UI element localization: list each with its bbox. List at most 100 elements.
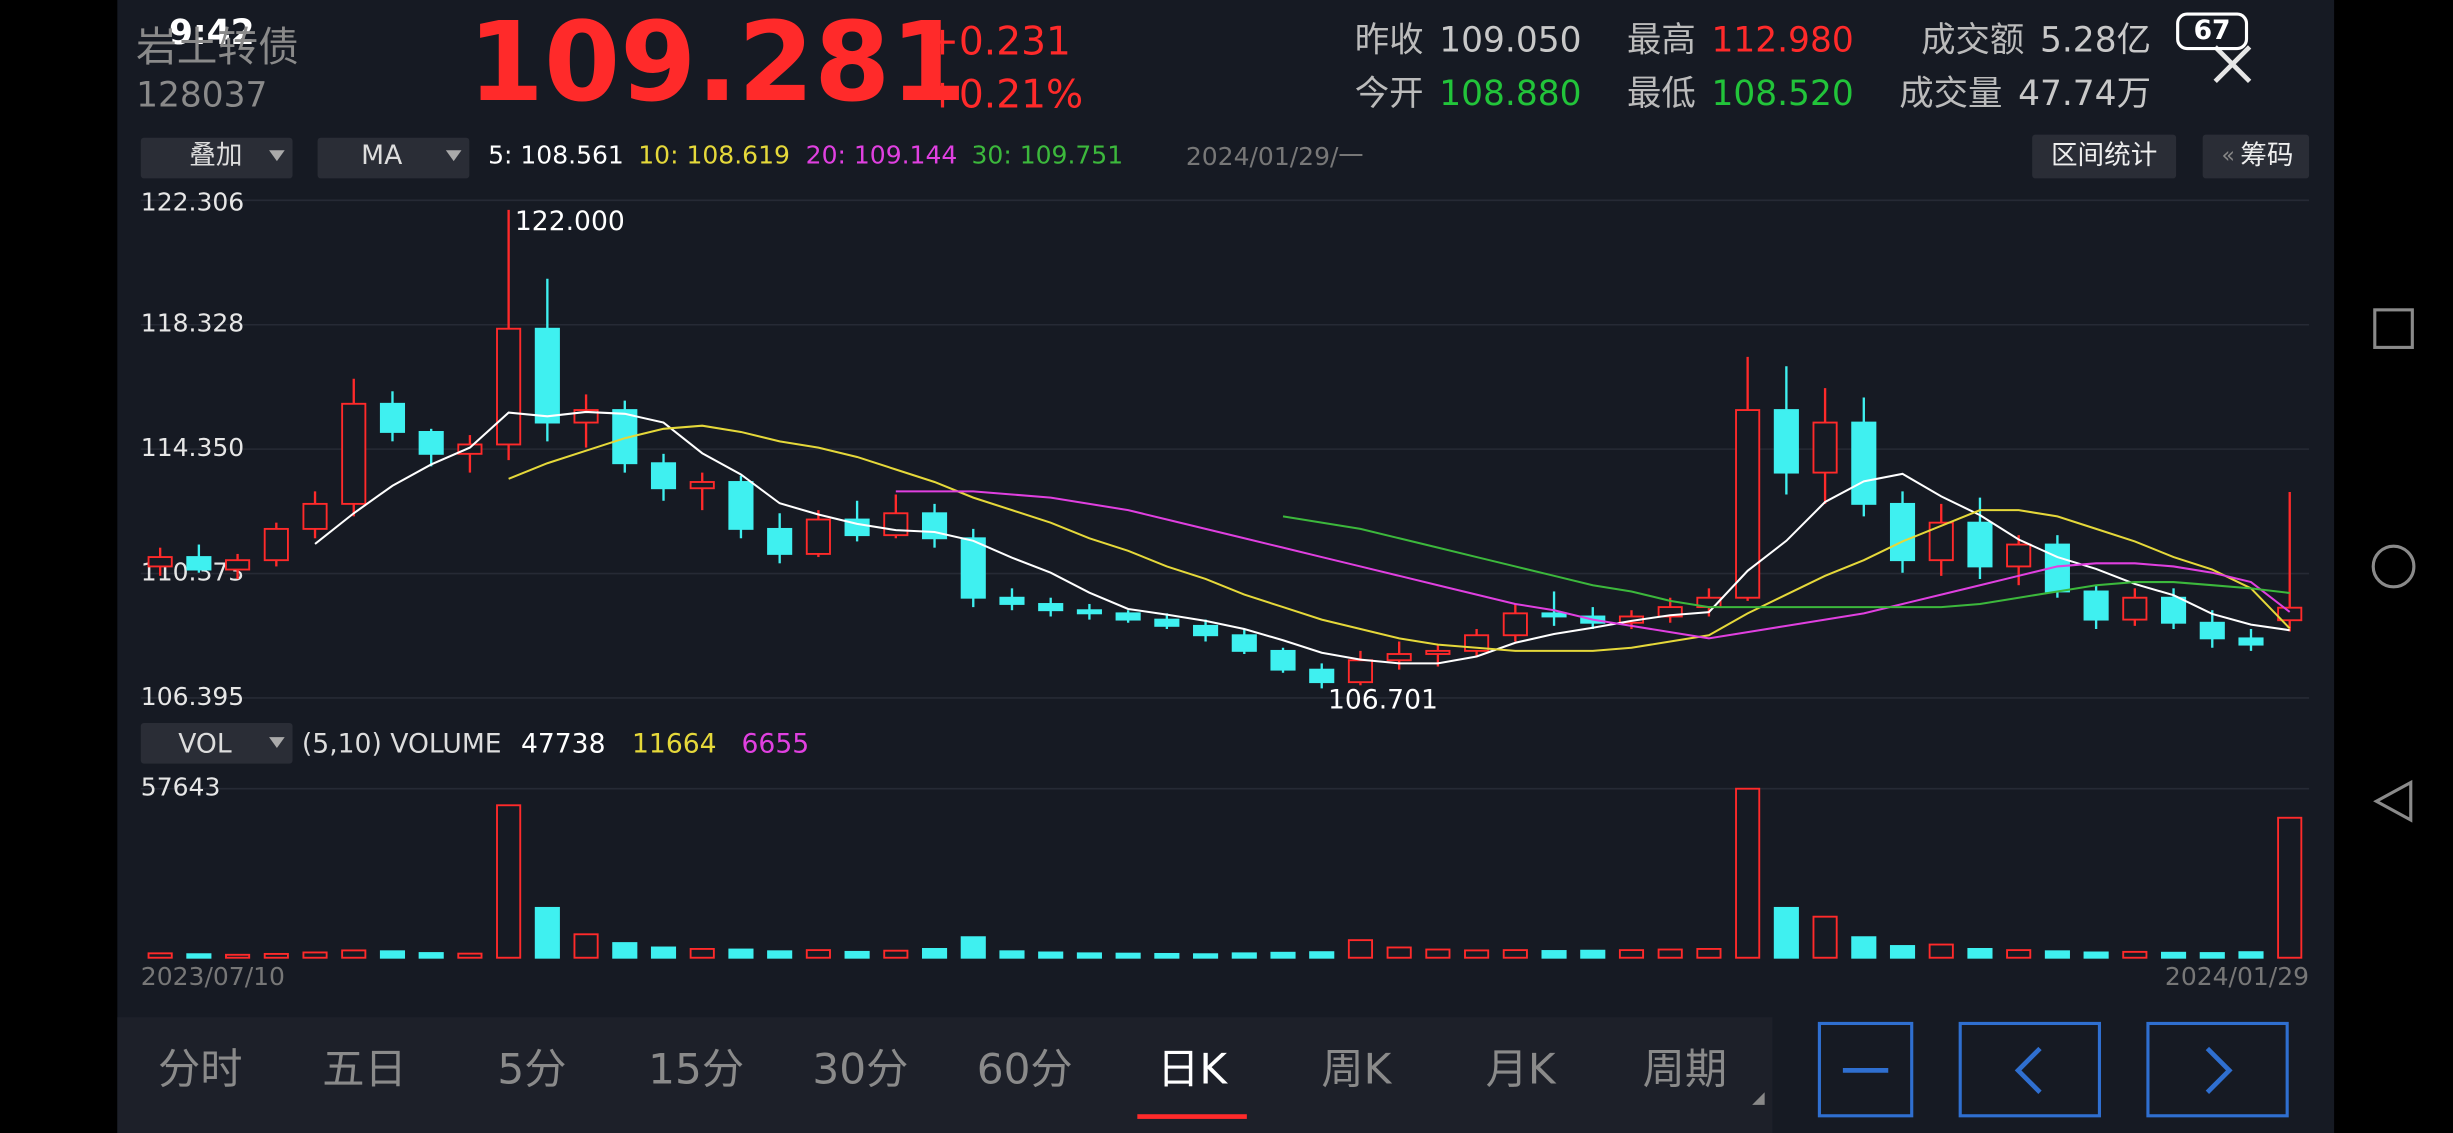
volume-bar (1735, 787, 1761, 959)
last-price: 109.281 (468, 0, 967, 126)
volume-bar (418, 952, 444, 959)
overlay-label: 叠加 (189, 140, 242, 171)
prev-button[interactable] (1958, 1021, 2102, 1118)
volume-bar (728, 948, 754, 959)
period-tab[interactable]: 五日 (322, 1044, 406, 1093)
period-tab[interactable]: 周期 (1643, 1044, 1727, 1093)
price-change: +0.231 (926, 19, 1071, 64)
volume-bar (457, 952, 483, 959)
candle-body (650, 462, 677, 490)
candle-body (341, 402, 367, 505)
legend-entry: 30: 109.751 (972, 140, 1124, 169)
volume-bar (1928, 943, 1954, 959)
candle-body (1309, 668, 1335, 684)
period-tab[interactable]: 周K (1321, 1044, 1392, 1093)
volume-bar (2238, 951, 2264, 959)
volume-bar (302, 951, 328, 959)
volume-bar (1193, 953, 1219, 959)
volume-bar (379, 950, 406, 959)
candle-body (883, 512, 909, 537)
candle-body (186, 556, 212, 571)
x-tick-label: 2024/01/29 (2165, 962, 2309, 991)
volume-bar (263, 952, 289, 959)
volume-bar (1425, 948, 1451, 959)
volume-bar (1115, 952, 1141, 959)
candle-body (147, 556, 173, 568)
period-tab[interactable]: 分时 (158, 1044, 242, 1093)
legend-entry: 10: 108.619 (638, 140, 790, 169)
overlay-dropdown[interactable] (140, 137, 293, 179)
nav-recent[interactable] (2373, 308, 2414, 349)
indicator-dropdown[interactable] (317, 137, 470, 179)
candle-body (2122, 596, 2148, 621)
stat-value: 109.050 (1439, 21, 1581, 61)
candle-body (1425, 649, 1451, 655)
period-tab[interactable]: 30分 (812, 1044, 908, 1093)
volume-bar (147, 952, 173, 959)
stat-value: 5.28亿 (2040, 21, 2151, 61)
stat-label: 最低 (1627, 74, 1696, 114)
volume-bar (496, 804, 522, 959)
battery-level: 67 (2194, 15, 2231, 46)
bond-name: 岩土转债 (136, 23, 299, 71)
stat-value: 108.880 (1439, 74, 1581, 114)
candle-body (2161, 596, 2187, 624)
corner-arrow (1752, 1092, 1765, 1105)
candle-body (960, 537, 986, 599)
candle-body (1076, 609, 1102, 615)
candle-body (767, 527, 793, 555)
candle-body (457, 443, 483, 455)
stat-label: 成交额 (1921, 21, 2024, 61)
candle-body (2199, 621, 2225, 640)
volume-bar (534, 906, 560, 959)
volume-bar (1309, 951, 1335, 959)
x-tick-label: 2023/07/10 (141, 962, 285, 991)
volume-bar (767, 950, 793, 959)
volume-value: 47738 (521, 728, 606, 759)
period-tab[interactable]: 60分 (977, 1044, 1073, 1093)
volume-bar (1076, 952, 1102, 959)
volume-bar (2044, 950, 2070, 959)
period-tab[interactable]: 日K (1157, 1044, 1228, 1093)
volume-bar (1657, 948, 1683, 959)
ma-line (508, 424, 2291, 652)
volume-bar (960, 936, 986, 959)
collapse-button[interactable] (1817, 1021, 1914, 1118)
candle-body (496, 327, 522, 446)
volume-bar (1851, 936, 1877, 959)
candle-body (1115, 612, 1141, 621)
volume-bar (2161, 951, 2187, 959)
volume-bar (844, 950, 870, 959)
candle-body (2083, 590, 2109, 621)
stat-label: 成交量 (1899, 74, 2002, 114)
dropdown-arrow (269, 737, 285, 749)
y-tick-label: 122.306 (141, 187, 244, 216)
candle-body (225, 559, 251, 571)
stat-value: 112.980 (1711, 21, 1853, 61)
close-button[interactable] (2213, 45, 2252, 84)
chips-button[interactable] (2202, 134, 2310, 179)
current-date: 2024/01/29/一 (1186, 142, 1364, 171)
legend-entry: 20: 109.144 (806, 140, 958, 169)
candle-body (1851, 421, 1877, 505)
next-button[interactable] (2146, 1021, 2289, 1118)
stat-label: 今开 (1355, 74, 1424, 114)
candle-body (1967, 521, 1993, 568)
period-tab[interactable]: 15分 (648, 1044, 744, 1093)
candle-body (689, 481, 715, 490)
period-tab[interactable]: 5分 (497, 1044, 566, 1093)
volume-dropdown[interactable] (140, 722, 293, 764)
range-stats-button[interactable] (2032, 134, 2177, 179)
volume-value: 11664 (632, 728, 717, 759)
y-tick-label: 57643 (141, 773, 221, 802)
volume-bar (573, 933, 599, 959)
candle-body (999, 596, 1025, 605)
nav-back[interactable] (2373, 779, 2413, 823)
candle-body (1928, 521, 1954, 562)
volume-bar (689, 947, 715, 959)
candle-body (1038, 603, 1064, 612)
nav-home[interactable] (2371, 544, 2416, 589)
period-tab[interactable]: 月K (1486, 1044, 1557, 1093)
